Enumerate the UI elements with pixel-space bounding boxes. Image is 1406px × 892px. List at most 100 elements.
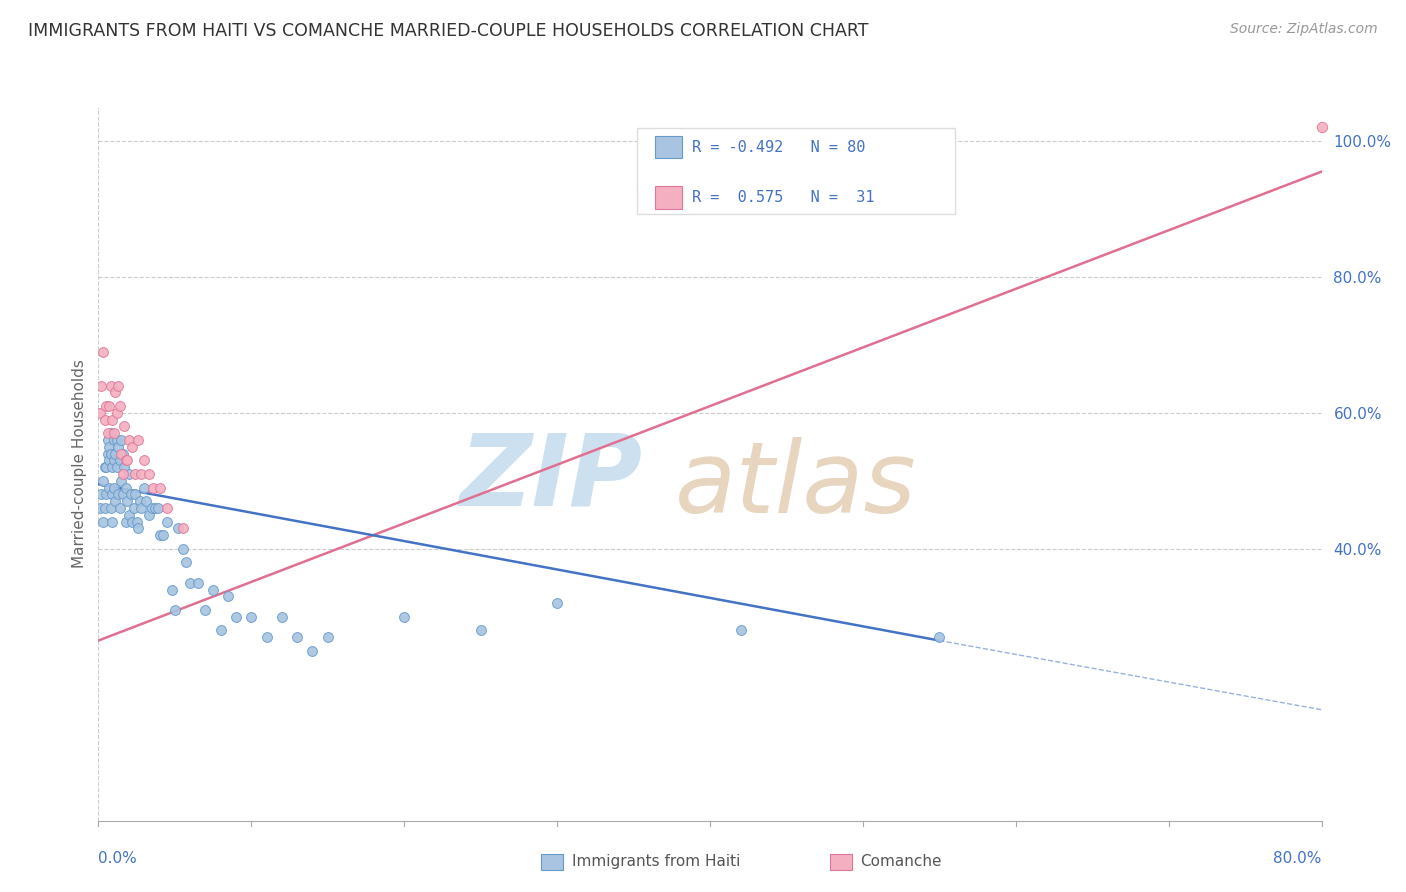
Point xyxy=(156,515,179,529)
Point xyxy=(91,515,114,529)
Text: 0.0%: 0.0% xyxy=(98,851,138,866)
Point xyxy=(100,426,122,441)
Y-axis label: Married-couple Households: Married-couple Households xyxy=(72,359,87,568)
Text: Comanche: Comanche xyxy=(860,855,942,870)
Point xyxy=(91,344,114,359)
Point xyxy=(110,474,132,488)
Point xyxy=(100,447,122,461)
Point xyxy=(167,521,190,535)
Point xyxy=(98,440,121,454)
Point xyxy=(103,433,125,447)
Point xyxy=(470,624,492,638)
Point xyxy=(928,630,950,644)
Point xyxy=(91,474,114,488)
Point xyxy=(135,494,157,508)
Point xyxy=(112,419,135,434)
Point xyxy=(301,644,323,658)
Point xyxy=(104,447,127,461)
Point xyxy=(103,481,125,495)
Point xyxy=(172,521,194,535)
Point xyxy=(100,501,122,516)
Point xyxy=(146,501,169,516)
Text: Source: ZipAtlas.com: Source: ZipAtlas.com xyxy=(1230,22,1378,37)
Point xyxy=(129,467,152,481)
Point xyxy=(98,453,121,467)
Point xyxy=(89,406,111,420)
Point xyxy=(118,467,141,481)
Point xyxy=(100,378,122,392)
Point xyxy=(111,467,134,481)
Point xyxy=(101,515,124,529)
Point xyxy=(111,487,134,501)
Point xyxy=(174,555,197,569)
Point xyxy=(110,433,132,447)
Point xyxy=(125,515,148,529)
Point xyxy=(392,609,416,624)
Point xyxy=(112,460,135,475)
Point xyxy=(107,440,129,454)
Point xyxy=(107,487,129,501)
Point xyxy=(101,487,124,501)
Point xyxy=(127,521,149,535)
Point xyxy=(89,501,111,516)
Point xyxy=(138,508,160,522)
Point xyxy=(156,501,179,516)
Point xyxy=(101,412,124,426)
Point xyxy=(108,501,131,516)
Point xyxy=(115,515,138,529)
Point xyxy=(187,575,209,590)
Point xyxy=(152,528,174,542)
Point xyxy=(94,460,117,475)
Point xyxy=(194,603,217,617)
Point xyxy=(149,528,172,542)
Point xyxy=(285,630,308,644)
Point xyxy=(240,609,263,624)
Text: atlas: atlas xyxy=(675,437,917,533)
Point xyxy=(127,433,149,447)
Point xyxy=(172,541,194,556)
Point xyxy=(110,447,132,461)
Point xyxy=(97,426,120,441)
Text: R = -0.492   N = 80: R = -0.492 N = 80 xyxy=(692,139,865,154)
Point xyxy=(316,630,339,644)
Point xyxy=(163,603,186,617)
Point xyxy=(117,494,139,508)
Point xyxy=(118,508,141,522)
Point xyxy=(160,582,183,597)
Point xyxy=(128,494,150,508)
Point xyxy=(546,596,568,610)
Point xyxy=(97,433,120,447)
Point xyxy=(105,433,128,447)
Point xyxy=(98,481,121,495)
Point xyxy=(101,460,124,475)
Point xyxy=(103,426,125,441)
Point xyxy=(122,501,145,516)
Point xyxy=(124,467,146,481)
Point xyxy=(149,481,172,495)
Point xyxy=(134,481,156,495)
Point xyxy=(138,467,160,481)
Point xyxy=(179,575,201,590)
Point xyxy=(120,487,142,501)
Point xyxy=(115,453,138,467)
Text: 80.0%: 80.0% xyxy=(1274,851,1322,866)
Point xyxy=(104,385,127,400)
Point xyxy=(108,453,131,467)
Point xyxy=(209,624,232,638)
Point xyxy=(217,590,239,604)
Point xyxy=(117,453,139,467)
Text: R =  0.575   N =  31: R = 0.575 N = 31 xyxy=(692,190,875,205)
Point xyxy=(134,453,156,467)
Point xyxy=(202,582,225,597)
Point xyxy=(129,501,152,516)
Point xyxy=(90,487,112,501)
Point xyxy=(118,433,141,447)
Point xyxy=(93,501,115,516)
Point xyxy=(730,624,752,638)
Point xyxy=(90,378,112,392)
Point xyxy=(225,609,247,624)
Point xyxy=(97,447,120,461)
Point xyxy=(124,487,146,501)
Text: Immigrants from Haiti: Immigrants from Haiti xyxy=(572,855,740,870)
Point xyxy=(105,406,128,420)
